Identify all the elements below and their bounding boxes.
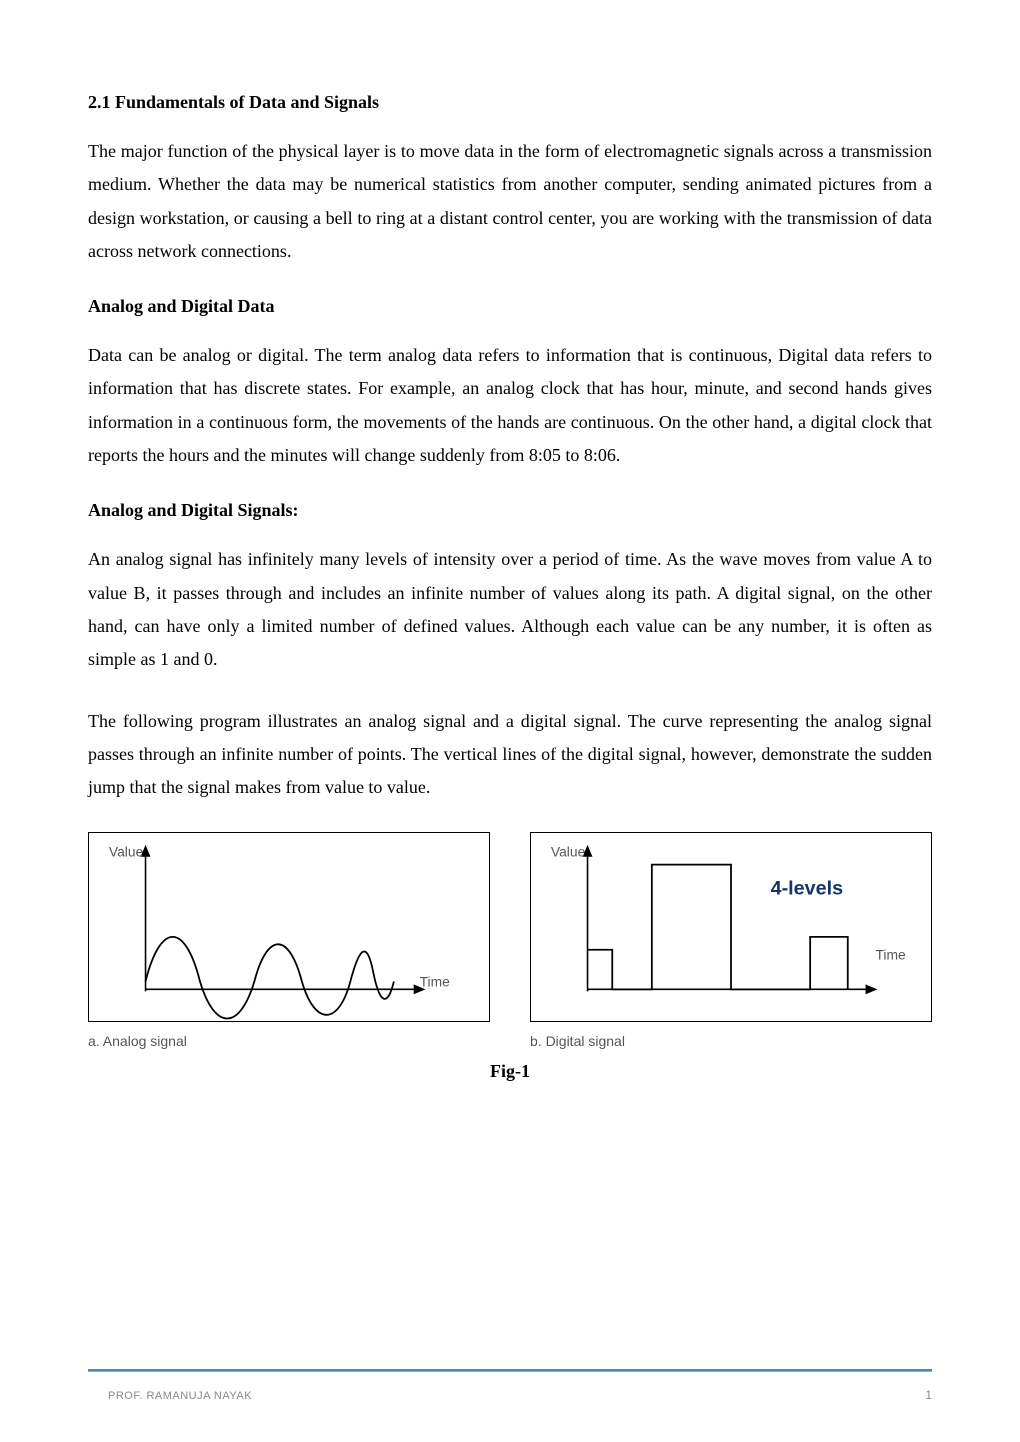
figure-caption-digital: b. Digital signal [530, 1033, 932, 1049]
sub-heading-analog-digital-signals: Analog and Digital Signals: [88, 500, 932, 521]
levels-text: 4-levels [771, 878, 844, 900]
y-axis-label: Value [551, 844, 586, 860]
paragraph: Data can be analog or digital. The term … [88, 339, 932, 472]
figure-main-caption: Fig-1 [88, 1061, 932, 1082]
analog-signal-svg: Value Time [88, 832, 490, 1022]
x-axis-label: Time [875, 947, 906, 963]
paragraph: An analog signal has infinitely many lev… [88, 543, 932, 676]
figure-digital: Value Time 4-levels b. Digital signal [530, 832, 932, 1049]
footer-rule [88, 1369, 932, 1372]
sub-heading-analog-digital-data: Analog and Digital Data [88, 296, 932, 317]
x-axis-label: Time [420, 974, 451, 990]
section-heading: 2.1 Fundamentals of Data and Signals [88, 92, 932, 113]
analog-wave [146, 937, 394, 1019]
paragraph: The following program illustrates an ana… [88, 705, 932, 805]
digital-signal-svg: Value Time 4-levels [530, 832, 932, 1022]
figure-caption-analog: a. Analog signal [88, 1033, 490, 1049]
paragraph: The major function of the physical layer… [88, 135, 932, 268]
figure-analog: Value Time a. Analog signal [88, 832, 490, 1049]
footer-author: PROF. RAMANUJA NAYAK [108, 1390, 252, 1402]
figures-row: Value Time a. Analog signal Value Time 4… [88, 832, 932, 1049]
footer-page-number: 1 [925, 1388, 932, 1402]
y-axis-label: Value [109, 844, 144, 860]
